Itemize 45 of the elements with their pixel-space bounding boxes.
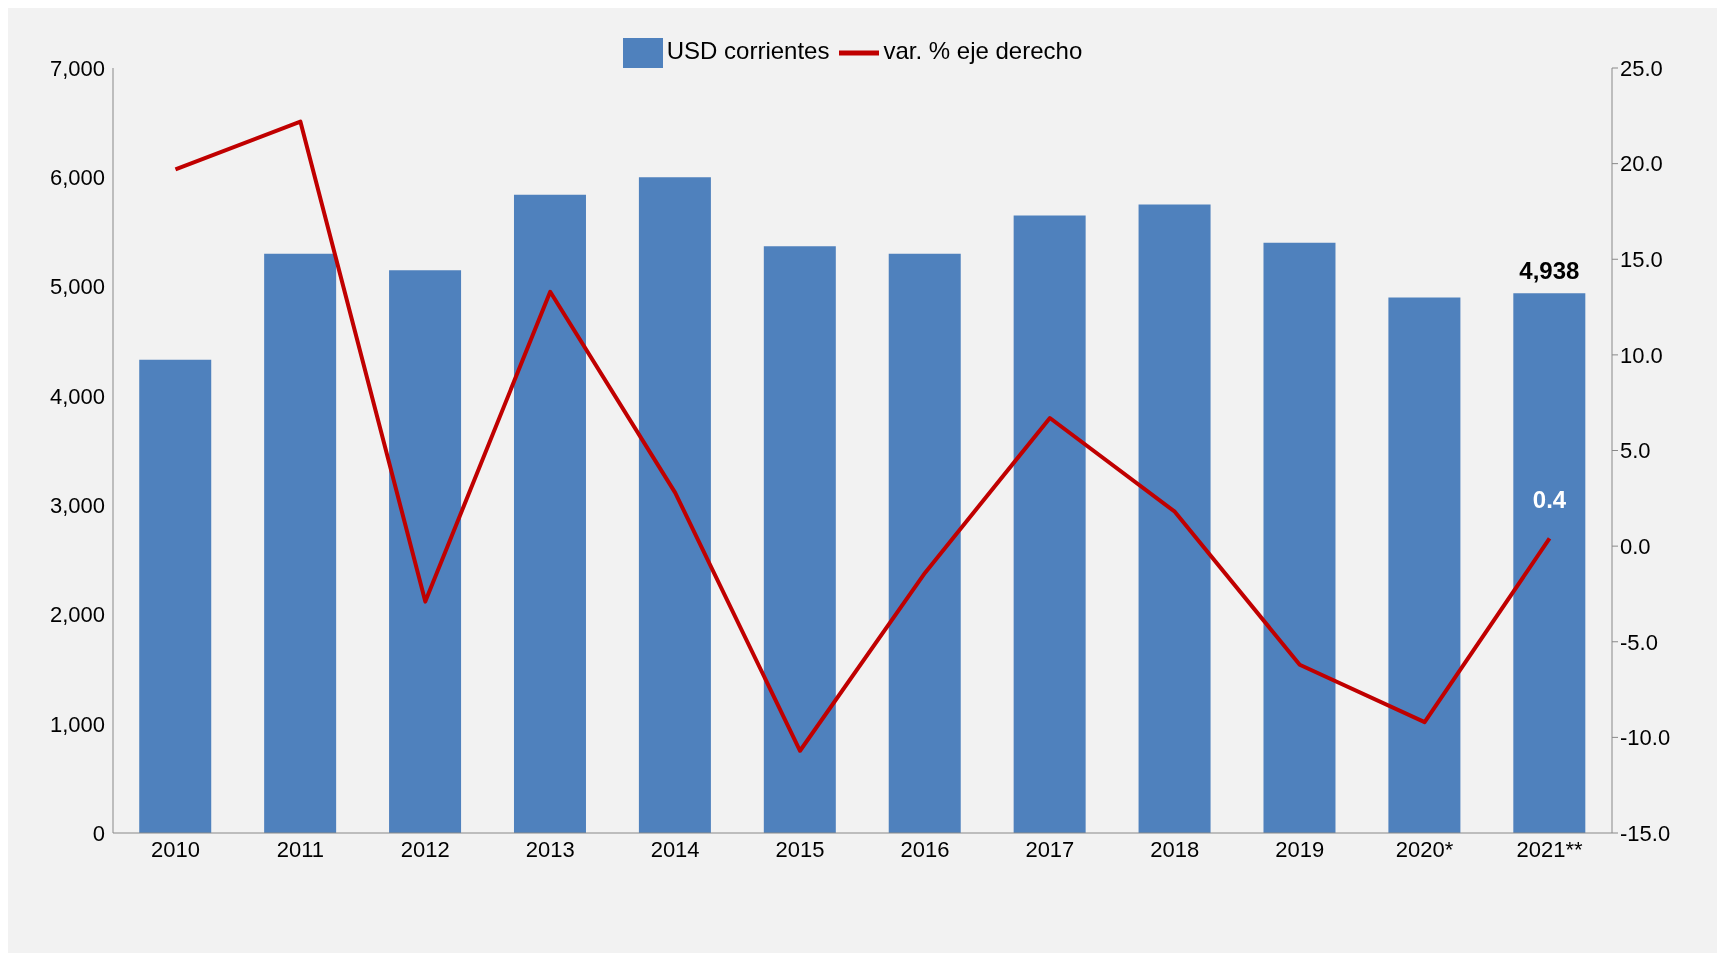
- y-tick-label: 3,000: [49, 492, 105, 518]
- x-tick-label: 2018: [1150, 836, 1200, 862]
- y2-tick-label: -10.0: [1620, 725, 1671, 751]
- bar: [1013, 215, 1086, 833]
- x-tick-label: 2015: [775, 836, 825, 862]
- data-label: 0.4: [1532, 486, 1567, 514]
- y2-tick-label: 5.0: [1620, 438, 1651, 464]
- bar: [389, 270, 462, 833]
- y-tick-label: 0: [92, 820, 105, 846]
- y2-tick-label: 25.0: [1620, 55, 1663, 81]
- x-tick-label: 2011: [276, 836, 325, 862]
- x-tick-label: 2013: [525, 836, 575, 862]
- bar: [1138, 204, 1211, 833]
- x-tick-label: 2014: [650, 836, 700, 862]
- y-tick-label: 6,000: [49, 165, 105, 191]
- y-tick-label: 4,000: [49, 383, 105, 409]
- bar: [1263, 242, 1336, 833]
- bar: [139, 359, 212, 833]
- x-tick-label: 2020*: [1395, 836, 1454, 862]
- x-tick-label: 2010: [150, 836, 200, 862]
- y-tick-label: 2,000: [49, 602, 105, 628]
- y-tick-label: 7,000: [49, 55, 105, 81]
- bar: [264, 253, 337, 833]
- y2-tick-label: 0.0: [1620, 533, 1651, 559]
- x-tick-label: 2012: [400, 836, 450, 862]
- bar: [1388, 297, 1461, 833]
- x-tick-label: 2016: [900, 836, 950, 862]
- x-tick-label: 2019: [1275, 836, 1325, 862]
- legend-label: var. % eje derecho: [883, 37, 1083, 65]
- x-tick-label: 2021**: [1516, 836, 1584, 862]
- y-tick-label: 5,000: [49, 274, 105, 300]
- y2-tick-label: 15.0: [1620, 247, 1663, 273]
- bar: [763, 246, 836, 833]
- y2-tick-label: -15.0: [1620, 820, 1671, 846]
- y2-tick-label: 20.0: [1620, 151, 1663, 177]
- bar: [638, 177, 711, 833]
- x-tick-label: 2017: [1025, 836, 1075, 862]
- bar: [1513, 293, 1586, 833]
- legend-label: USD corrientes: [666, 37, 830, 65]
- bar: [888, 253, 961, 833]
- y-tick-label: 1,000: [49, 711, 105, 737]
- y2-tick-label: -5.0: [1620, 629, 1658, 655]
- data-label: 4,938: [1519, 257, 1580, 285]
- bar: [513, 194, 586, 833]
- y2-tick-label: 10.0: [1620, 342, 1663, 368]
